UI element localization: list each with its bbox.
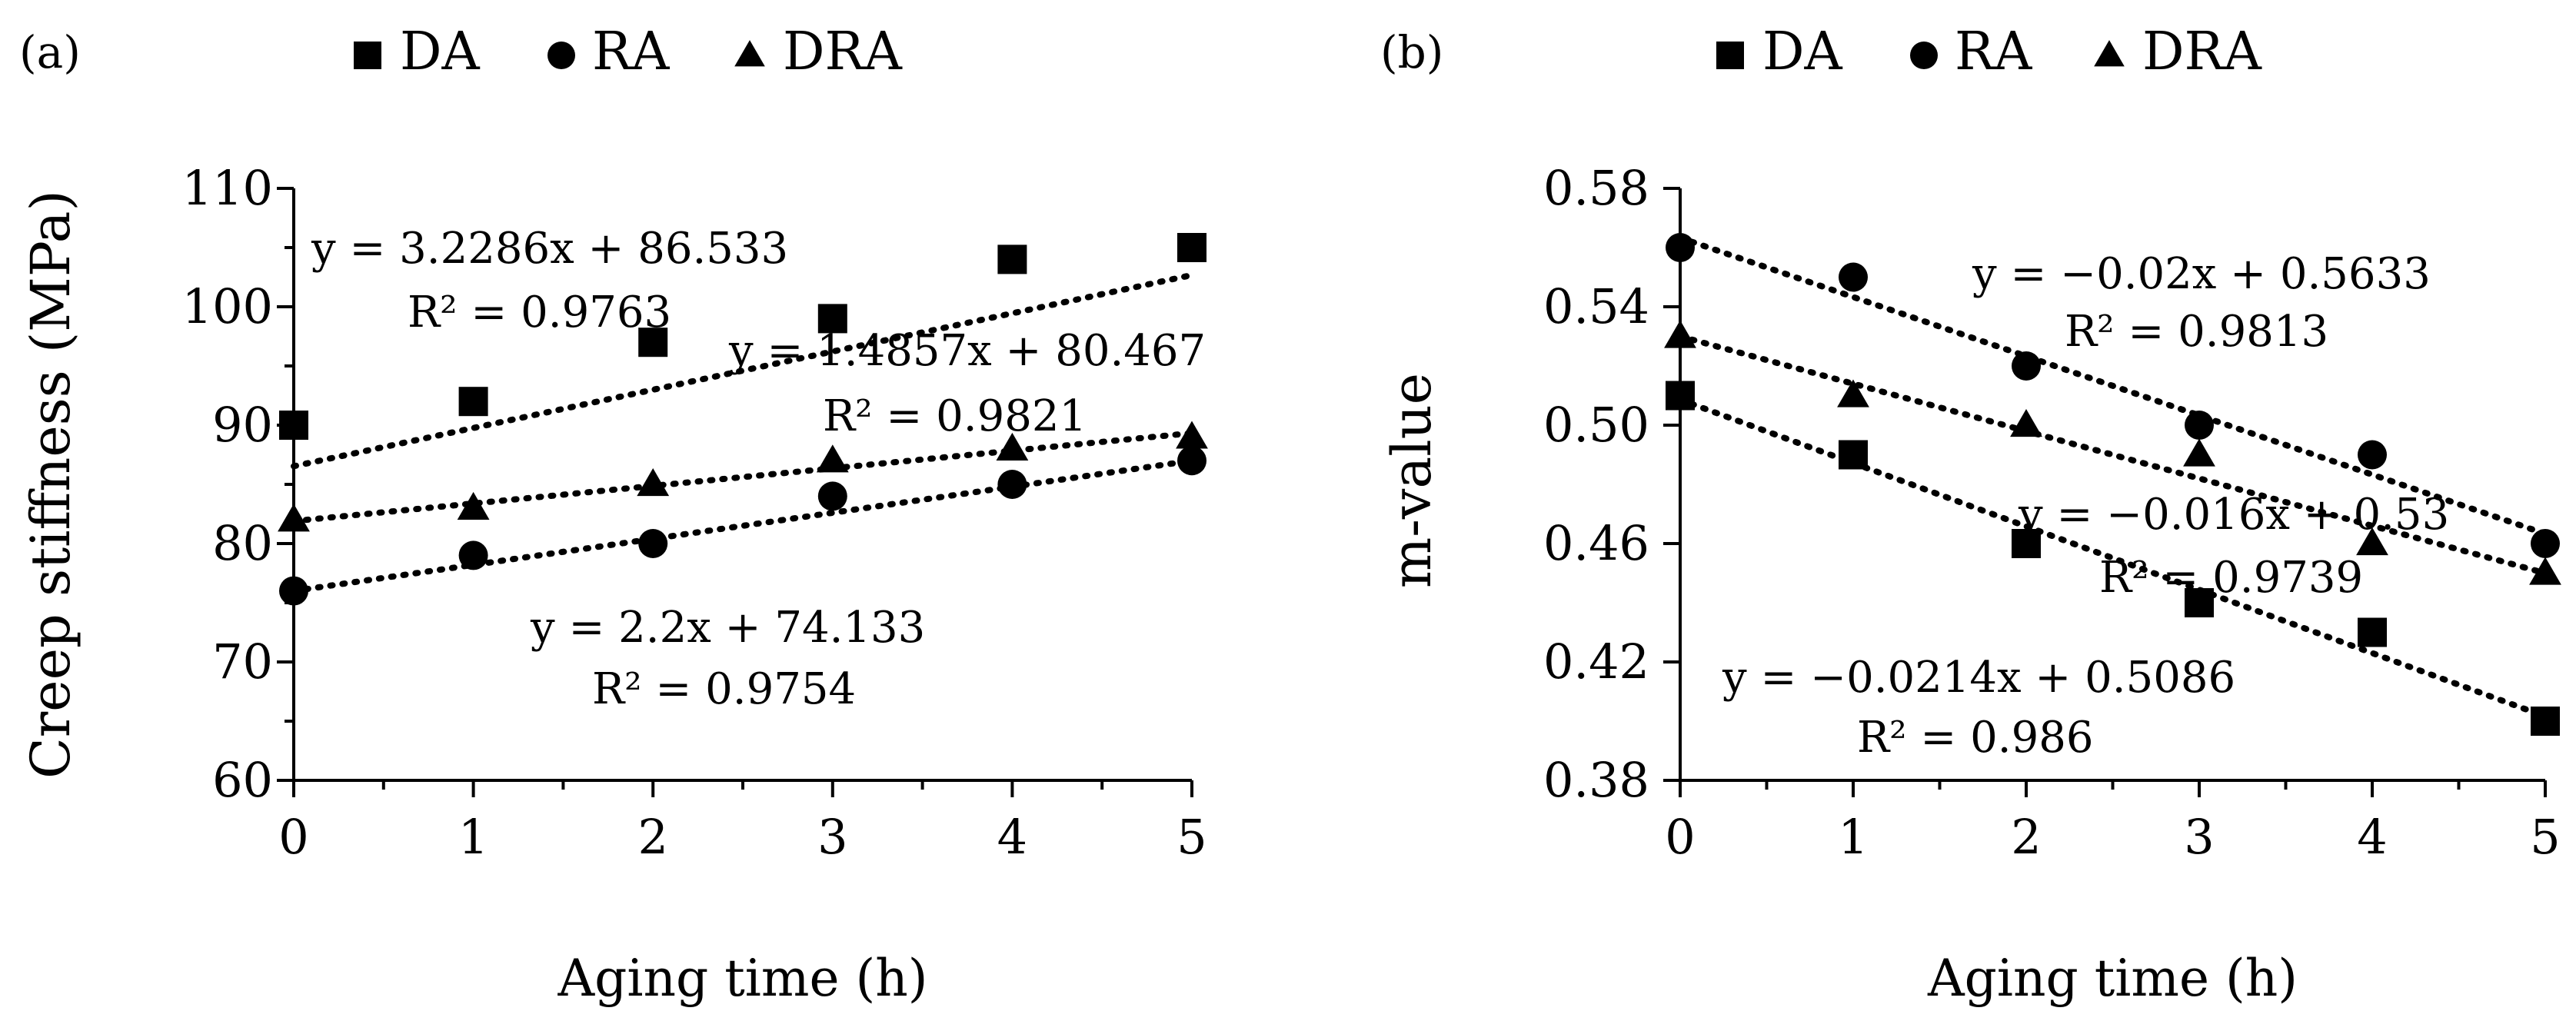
point-ra <box>2531 529 2560 558</box>
equation-label-ra: y = −0.02x + 0.5633 <box>1972 249 2431 299</box>
legend-label-da: DA <box>1762 22 1843 82</box>
trendline-dra <box>291 430 1195 524</box>
legend-marker-dra <box>2094 40 2125 67</box>
x-tick-label: 1 <box>1838 809 1868 865</box>
x-tick-label: 3 <box>2184 809 2214 865</box>
x-axis-title: Aging time (h) <box>1927 949 2298 1008</box>
point-ra <box>2358 440 2387 470</box>
trendline-ra <box>291 457 1195 594</box>
r2-label-ra: R² = 0.9813 <box>2065 307 2328 357</box>
trendline-ra <box>1677 234 2548 537</box>
point-da <box>2531 707 2560 736</box>
r2-label-ra: R² = 0.9754 <box>592 664 856 714</box>
x-tick-label: 3 <box>817 809 847 865</box>
trendline-da <box>291 271 1195 470</box>
legend-label-da: DA <box>400 22 481 82</box>
point-dra <box>2356 527 2388 556</box>
trendline-dra <box>1677 333 2548 577</box>
y-axis-title: m-value <box>1380 373 1443 588</box>
r2-label-dra: R² = 0.9821 <box>823 391 1087 441</box>
y-tick-label: 0.58 <box>1543 160 1649 216</box>
point-dra <box>1176 421 1208 449</box>
point-ra <box>1666 233 1695 262</box>
point-dra <box>2183 438 2215 467</box>
point-dra <box>278 504 310 532</box>
point-ra <box>1839 262 1868 292</box>
equation-label-dra: y = −0.016x + 0.53 <box>2018 490 2449 540</box>
point-da <box>2012 529 2041 558</box>
equation-label-dra: y = 1.4857x + 80.467 <box>728 326 1206 376</box>
x-tick-label: 4 <box>997 809 1027 865</box>
point-ra <box>458 540 488 570</box>
legend-label-dra: DRA <box>783 22 903 82</box>
point-da <box>997 244 1027 274</box>
point-dra <box>637 468 670 497</box>
x-tick-label: 1 <box>458 809 488 865</box>
y-tick-label: 0.46 <box>1543 515 1649 571</box>
point-dra <box>1837 379 1869 407</box>
y-tick-label: 100 <box>182 278 273 334</box>
point-dra <box>2010 409 2042 437</box>
y-tick-label: 0.42 <box>1543 634 1649 690</box>
point-da <box>817 304 847 334</box>
x-tick-label: 0 <box>1665 809 1695 865</box>
x-axis-title: Aging time (h) <box>557 949 927 1008</box>
x-tick-label: 5 <box>2530 809 2560 865</box>
x-tick-label: 0 <box>278 809 308 865</box>
equation-label-da: y = −0.0214x + 0.5086 <box>1722 653 2235 703</box>
legend-label-ra: RA <box>592 22 670 82</box>
y-tick-label: 70 <box>212 634 273 690</box>
y-tick-label: 0.50 <box>1543 397 1649 453</box>
y-tick-label: 90 <box>212 397 273 453</box>
r2-label-dra: R² = 0.9739 <box>2099 553 2363 603</box>
r2-label-da: R² = 0.9763 <box>408 288 671 338</box>
y-tick-label: 110 <box>182 160 273 216</box>
legend-marker-da <box>354 42 381 69</box>
point-da <box>2185 588 2214 617</box>
point-ra <box>2185 411 2214 440</box>
point-da <box>1177 233 1206 262</box>
r2-label-da: R² = 0.986 <box>1857 713 2093 763</box>
legend-label-ra: RA <box>1955 22 2032 82</box>
point-da <box>1839 440 1868 470</box>
point-da <box>458 387 488 417</box>
point-da <box>1666 381 1695 411</box>
legend-label-dra: DRA <box>2142 22 2262 82</box>
trendline-da <box>1677 396 2548 720</box>
point-ra <box>2012 351 2041 381</box>
x-tick-label: 2 <box>637 809 667 865</box>
x-tick-label: 5 <box>1177 809 1206 865</box>
point-da <box>638 328 668 358</box>
point-dra <box>2529 557 2561 585</box>
legend-marker-dra <box>734 40 765 67</box>
y-tick-label: 0.54 <box>1543 278 1649 334</box>
point-ra <box>997 470 1027 499</box>
point-ra <box>1177 446 1206 476</box>
panel-label: (a) <box>19 26 81 78</box>
point-dra <box>816 444 849 473</box>
point-dra <box>1664 320 1696 348</box>
point-ra <box>638 529 668 558</box>
x-tick-label: 4 <box>2357 809 2387 865</box>
panel-b: (b) DA RA DRA 0 1 2 3 4 5 0.38 0.42 0.46 0.50 0.54 0.58… <box>1380 22 2561 1008</box>
point-da <box>279 411 308 440</box>
panel-a: (a) DA RA DRA 0 1 2 3 4 5 60 70 80 90 100 110 Aging time… <box>19 22 1208 1008</box>
legend-marker-ra <box>547 42 575 69</box>
y-tick-label: 80 <box>212 515 273 571</box>
y-tick-label: 0.38 <box>1543 752 1649 808</box>
point-dra <box>996 432 1029 461</box>
y-tick-label: 60 <box>212 752 273 808</box>
y-axis-title: Creep stiffness (MPa) <box>19 190 82 779</box>
equation-label-ra: y = 2.2x + 74.133 <box>530 603 925 653</box>
equation-label-da: y = 3.2286x + 86.533 <box>311 224 788 274</box>
x-tick-label: 2 <box>2011 809 2041 865</box>
point-ra <box>817 481 847 511</box>
point-dra <box>457 491 490 520</box>
legend-marker-da <box>1716 42 1744 69</box>
panel-label: (b) <box>1380 26 1443 78</box>
point-da <box>2358 617 2387 647</box>
legend-marker-ra <box>1910 42 1938 69</box>
point-ra <box>279 576 308 606</box>
